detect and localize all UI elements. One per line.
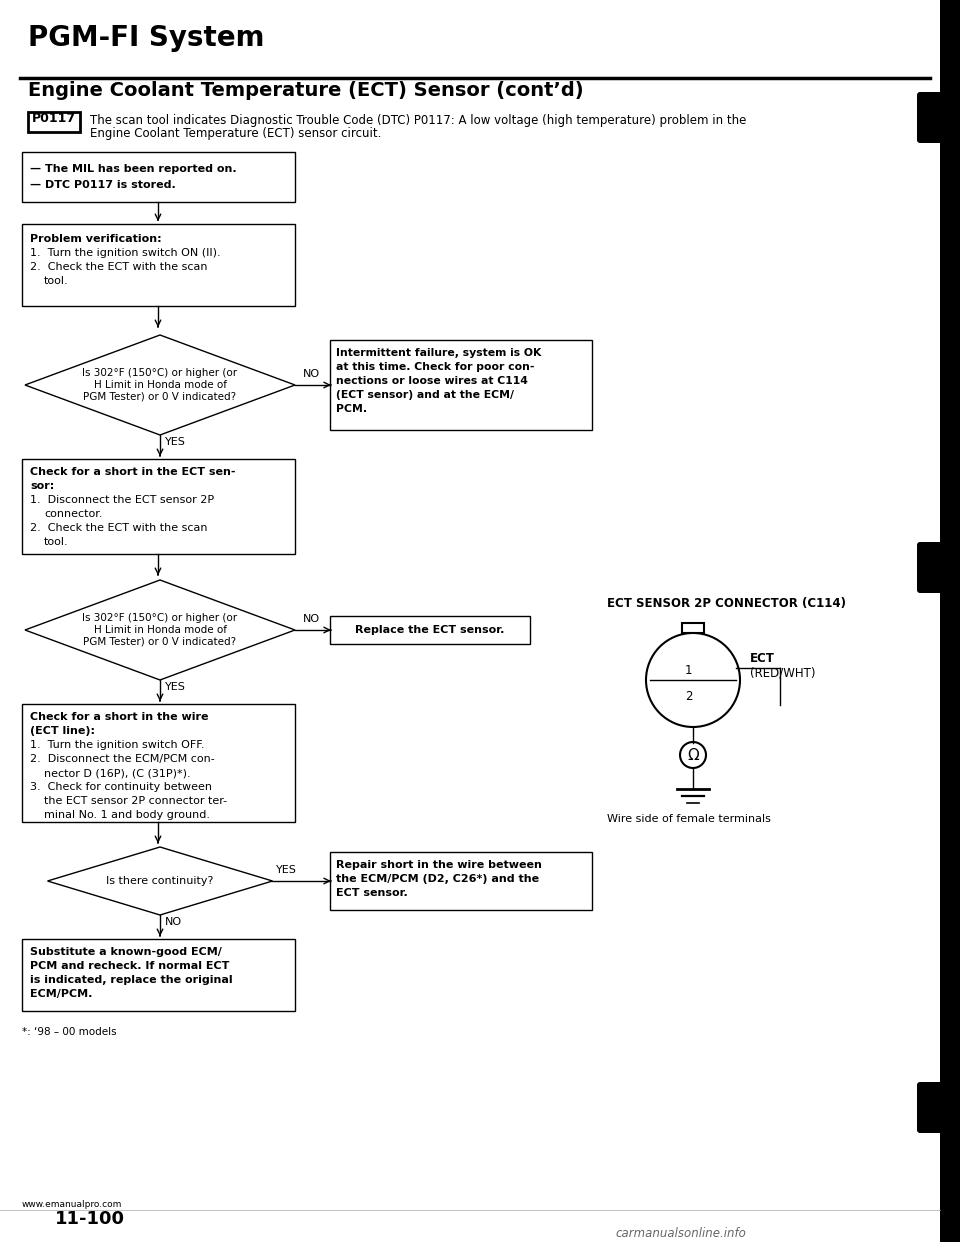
- Text: Engine Coolant Temperature (ECT) Sensor (cont’d): Engine Coolant Temperature (ECT) Sensor …: [28, 81, 584, 101]
- Text: ECM/PCM.: ECM/PCM.: [30, 989, 92, 999]
- Text: Intermittent failure, system is OK: Intermittent failure, system is OK: [336, 348, 541, 358]
- Text: Replace the ECT sensor.: Replace the ECT sensor.: [355, 625, 505, 635]
- Polygon shape: [47, 847, 273, 915]
- Bar: [330, 340, 592, 430]
- Bar: [22, 704, 295, 822]
- Text: Is there continuity?: Is there continuity?: [107, 876, 214, 886]
- Text: Repair short in the wire between: Repair short in the wire between: [336, 859, 541, 869]
- Bar: [22, 152, 295, 202]
- Text: PCM.: PCM.: [336, 404, 367, 414]
- Text: 1.  Turn the ignition switch ON (II).: 1. Turn the ignition switch ON (II).: [30, 248, 221, 258]
- Text: Wire side of female terminals: Wire side of female terminals: [607, 814, 771, 823]
- Text: PGM-FI System: PGM-FI System: [28, 24, 265, 52]
- Text: nector D (16P), (C (31P)*).: nector D (16P), (C (31P)*).: [44, 768, 191, 777]
- Text: (ECT sensor) and at the ECM/: (ECT sensor) and at the ECM/: [336, 390, 514, 400]
- Text: minal No. 1 and body ground.: minal No. 1 and body ground.: [44, 810, 210, 820]
- Text: the ECM/PCM (D2, C26*) and the: the ECM/PCM (D2, C26*) and the: [336, 874, 540, 884]
- Text: Substitute a known-good ECM/: Substitute a known-good ECM/: [30, 946, 222, 958]
- FancyBboxPatch shape: [917, 542, 945, 592]
- Text: 2.  Check the ECT with the scan: 2. Check the ECT with the scan: [30, 523, 207, 533]
- Text: Is 302°F (150°C) or higher (or
H Limit in Honda mode of
PGM Tester) or 0 V indic: Is 302°F (150°C) or higher (or H Limit i…: [83, 369, 237, 401]
- Circle shape: [680, 741, 706, 768]
- Text: — The MIL has been reported on.: — The MIL has been reported on.: [30, 164, 236, 174]
- Text: 1.  Disconnect the ECT sensor 2P: 1. Disconnect the ECT sensor 2P: [30, 496, 214, 505]
- Text: PCM and recheck. If normal ECT: PCM and recheck. If normal ECT: [30, 961, 229, 971]
- Text: Is 302°F (150°C) or higher (or
H Limit in Honda mode of
PGM Tester) or 0 V indic: Is 302°F (150°C) or higher (or H Limit i…: [83, 614, 237, 647]
- Text: at this time. Check for poor con-: at this time. Check for poor con-: [336, 361, 535, 373]
- Text: YES: YES: [165, 437, 186, 447]
- Text: Engine Coolant Temperature (ECT) sensor circuit.: Engine Coolant Temperature (ECT) sensor …: [90, 127, 381, 140]
- Text: carmanualsonline.info: carmanualsonline.info: [615, 1227, 746, 1240]
- Text: 1.  Turn the ignition switch OFF.: 1. Turn the ignition switch OFF.: [30, 740, 204, 750]
- Text: tool.: tool.: [44, 537, 68, 546]
- Text: 3.  Check for continuity between: 3. Check for continuity between: [30, 782, 212, 792]
- Text: tool.: tool.: [44, 276, 68, 286]
- Text: ECT: ECT: [750, 652, 775, 664]
- Bar: [22, 460, 295, 554]
- Circle shape: [646, 633, 740, 727]
- Polygon shape: [25, 335, 295, 435]
- FancyBboxPatch shape: [917, 1082, 945, 1133]
- Text: (ECT line):: (ECT line):: [30, 727, 95, 737]
- Text: ECT SENSOR 2P CONNECTOR (C114): ECT SENSOR 2P CONNECTOR (C114): [607, 597, 846, 610]
- Text: the ECT sensor 2P connector ter-: the ECT sensor 2P connector ter-: [44, 796, 228, 806]
- Bar: [22, 224, 295, 306]
- Text: 2.  Disconnect the ECM/PCM con-: 2. Disconnect the ECM/PCM con-: [30, 754, 215, 764]
- Text: NO: NO: [303, 614, 320, 623]
- Bar: [28, 112, 80, 132]
- Text: 11-100: 11-100: [55, 1210, 125, 1228]
- Bar: [940, 0, 960, 1242]
- Text: 2.  Check the ECT with the scan: 2. Check the ECT with the scan: [30, 262, 207, 272]
- Text: nections or loose wires at C114: nections or loose wires at C114: [336, 376, 528, 386]
- Text: Ω: Ω: [687, 748, 699, 763]
- Text: (RED/WHT): (RED/WHT): [750, 666, 815, 679]
- Text: 2: 2: [685, 689, 692, 703]
- Bar: [682, 623, 704, 633]
- Text: YES: YES: [165, 682, 186, 692]
- Bar: [330, 616, 530, 645]
- Text: Problem verification:: Problem verification:: [30, 233, 161, 243]
- Bar: [22, 939, 295, 1011]
- Text: Check for a short in the wire: Check for a short in the wire: [30, 712, 208, 722]
- Text: is indicated, replace the original: is indicated, replace the original: [30, 975, 232, 985]
- Text: P0117: P0117: [32, 112, 76, 125]
- Text: *: ‘98 – 00 models: *: ‘98 – 00 models: [22, 1027, 116, 1037]
- Text: 1: 1: [685, 663, 692, 677]
- Text: The scan tool indicates Diagnostic Trouble Code (DTC) P0117: A low voltage (high: The scan tool indicates Diagnostic Troub…: [90, 114, 746, 127]
- Text: NO: NO: [165, 917, 182, 927]
- Text: YES: YES: [276, 864, 297, 876]
- Text: Check for a short in the ECT sen-: Check for a short in the ECT sen-: [30, 467, 235, 477]
- Bar: [330, 852, 592, 910]
- Text: connector.: connector.: [44, 509, 103, 519]
- Text: www.emanualpro.com: www.emanualpro.com: [22, 1200, 122, 1208]
- FancyBboxPatch shape: [917, 92, 945, 143]
- Text: — DTC P0117 is stored.: — DTC P0117 is stored.: [30, 180, 176, 190]
- Polygon shape: [25, 580, 295, 681]
- Text: sor:: sor:: [30, 481, 55, 491]
- Text: ECT sensor.: ECT sensor.: [336, 888, 408, 898]
- Text: NO: NO: [303, 369, 320, 379]
